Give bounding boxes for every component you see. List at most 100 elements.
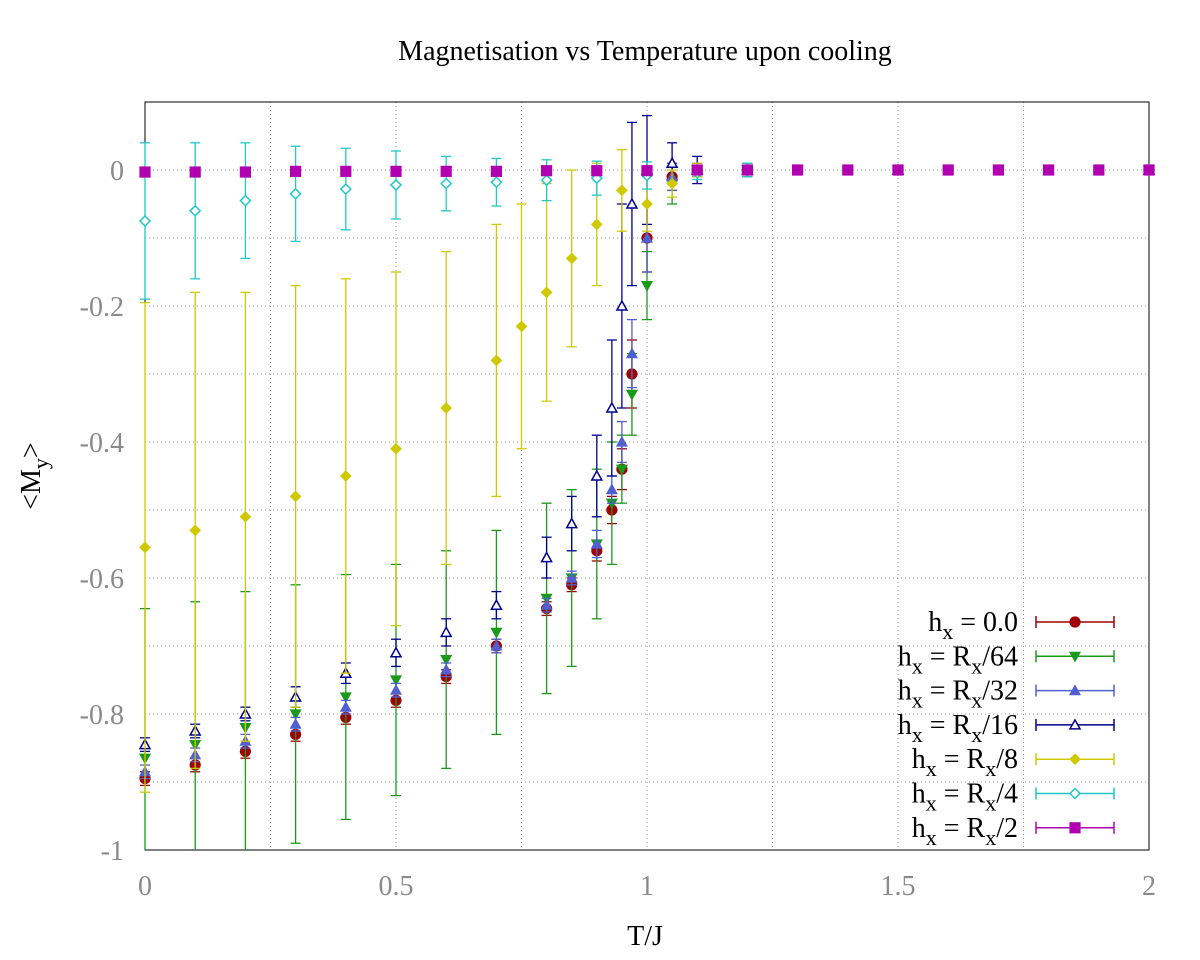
data-point — [565, 517, 578, 529]
data-point — [665, 156, 679, 168]
data-point — [625, 347, 638, 359]
legend-marker — [1068, 651, 1082, 663]
legend-label-sub: x — [912, 722, 923, 747]
legend-label-sub: x — [942, 619, 953, 644]
data-point — [565, 571, 578, 583]
data-point — [340, 165, 352, 177]
legend-label-rest: = R — [937, 813, 986, 844]
data-point — [339, 182, 352, 196]
legend-label-main: h — [898, 710, 912, 741]
data-point — [189, 166, 201, 178]
data-point — [138, 214, 152, 228]
legend-label-rest: = R — [923, 676, 972, 707]
data-point — [189, 524, 202, 537]
x-tick-label: 0.5 — [379, 871, 414, 902]
data-point — [290, 165, 302, 177]
data-point — [490, 354, 503, 367]
legend-label-sub2: x — [971, 653, 982, 678]
data-point — [590, 218, 603, 231]
legend-entry: hx = 0.0 — [928, 607, 1115, 644]
legend-entry: hx = Rx/2 — [912, 813, 1115, 850]
legend-entry: hx = Rx/4 — [912, 779, 1115, 816]
y-tick-label: -1 — [101, 836, 124, 867]
data-point — [1143, 164, 1155, 176]
data-point — [289, 717, 302, 729]
legend-label-sub2: x — [971, 688, 982, 713]
legend-label-sub: x — [912, 653, 923, 678]
data-point — [540, 598, 553, 610]
legend-label: hx = Rx/8 — [912, 744, 1018, 781]
data-point — [339, 700, 352, 712]
data-point — [389, 683, 403, 695]
data-point — [605, 401, 619, 413]
data-point — [239, 194, 252, 207]
data-point — [390, 165, 402, 177]
legend-label-rest2: /16 — [982, 710, 1018, 741]
legend-label-main: h — [912, 779, 926, 810]
legend-marker — [1069, 616, 1081, 628]
legend-label: hx = Rx/32 — [898, 676, 1018, 713]
data-point — [139, 166, 151, 178]
data-point — [591, 165, 603, 177]
data-point — [139, 541, 151, 554]
data-point — [791, 164, 804, 176]
legend-entry: hx = Rx/32 — [898, 676, 1115, 713]
legend-entry: hx = Rx/8 — [912, 744, 1115, 781]
data-point — [389, 675, 403, 687]
y-tick-label: -0.6 — [80, 564, 124, 595]
data-point — [615, 464, 628, 476]
data-point — [605, 483, 618, 495]
legend-entry: hx = Rx/64 — [898, 641, 1115, 678]
data-point — [540, 165, 553, 177]
legend-entry: hx = Rx/16 — [898, 710, 1115, 747]
y-label-sub: y — [28, 458, 53, 469]
data-point — [440, 654, 453, 666]
legend-marker — [1068, 787, 1082, 800]
data-point — [590, 537, 603, 549]
y-label-rest: > — [16, 442, 47, 458]
legend-label-main: h — [898, 676, 912, 707]
legend-marker — [1068, 718, 1082, 730]
legend-marker — [1069, 822, 1081, 834]
data-point — [440, 663, 453, 675]
legend-label-rest2: /32 — [982, 676, 1018, 707]
x-axis-label: T/J — [627, 921, 663, 952]
data-point — [189, 204, 202, 217]
data-point — [741, 164, 754, 176]
legend-label-sub: x — [912, 688, 923, 713]
data-point — [590, 469, 604, 481]
data-point — [490, 639, 503, 651]
data-point — [289, 490, 302, 503]
legend-label: hx = Rx/4 — [912, 779, 1018, 816]
data-point — [616, 184, 628, 197]
data-point — [289, 187, 302, 200]
data-point — [625, 389, 638, 401]
data-point — [540, 286, 553, 299]
y-axis-label: <My> — [16, 442, 53, 509]
data-point — [842, 164, 854, 176]
data-point — [440, 165, 452, 177]
legend-label-rest2: /4 — [996, 779, 1018, 810]
legend-label-rest: = R — [923, 641, 972, 672]
data-point — [892, 164, 904, 176]
data-point — [942, 164, 954, 176]
data-point — [641, 198, 653, 210]
legend-label-main: h — [898, 641, 912, 672]
data-point — [625, 197, 639, 209]
data-point — [1093, 164, 1105, 176]
y-label-main: <M — [16, 469, 47, 510]
legend-label-rest2: /64 — [982, 641, 1018, 672]
data-point — [239, 166, 251, 178]
data-point — [339, 470, 352, 482]
x-tick-label: 0 — [138, 871, 152, 902]
x-tick-label: 1.5 — [881, 871, 916, 902]
data-point — [339, 692, 352, 704]
legend-label: hx = Rx/16 — [898, 710, 1018, 747]
legend-label: hx = 0.0 — [928, 607, 1018, 644]
legend-label-main: h — [912, 744, 926, 775]
data-point — [390, 442, 402, 455]
y-tick-label: -0.4 — [80, 428, 124, 459]
y-tick-label: -0.8 — [80, 700, 124, 731]
data-point — [565, 252, 578, 265]
